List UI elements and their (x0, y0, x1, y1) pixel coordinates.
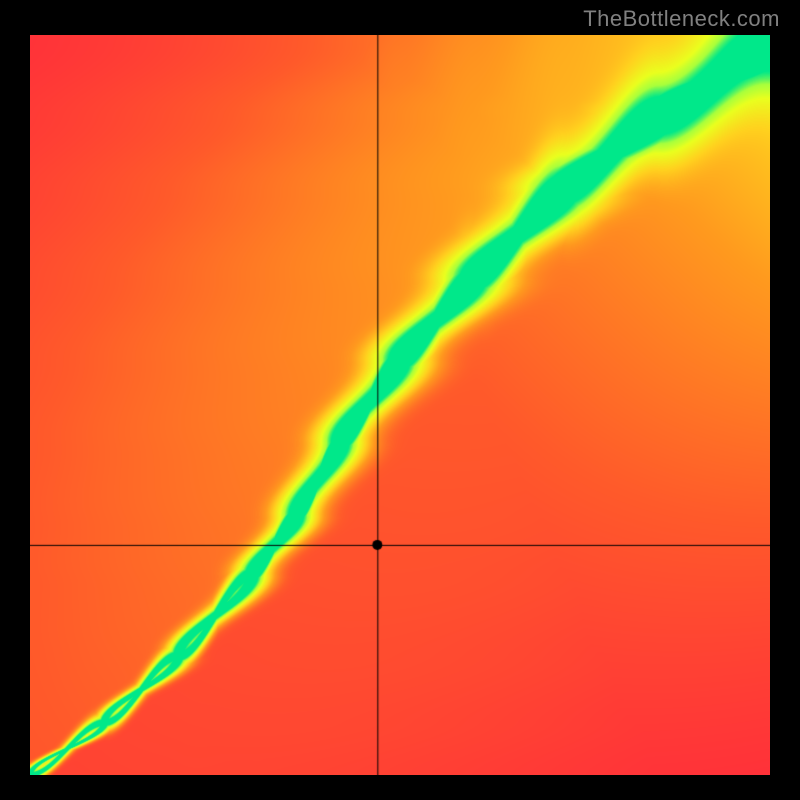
watermark-text: TheBottleneck.com (583, 6, 780, 32)
heatmap-canvas (30, 35, 770, 775)
chart-container: TheBottleneck.com (0, 0, 800, 800)
